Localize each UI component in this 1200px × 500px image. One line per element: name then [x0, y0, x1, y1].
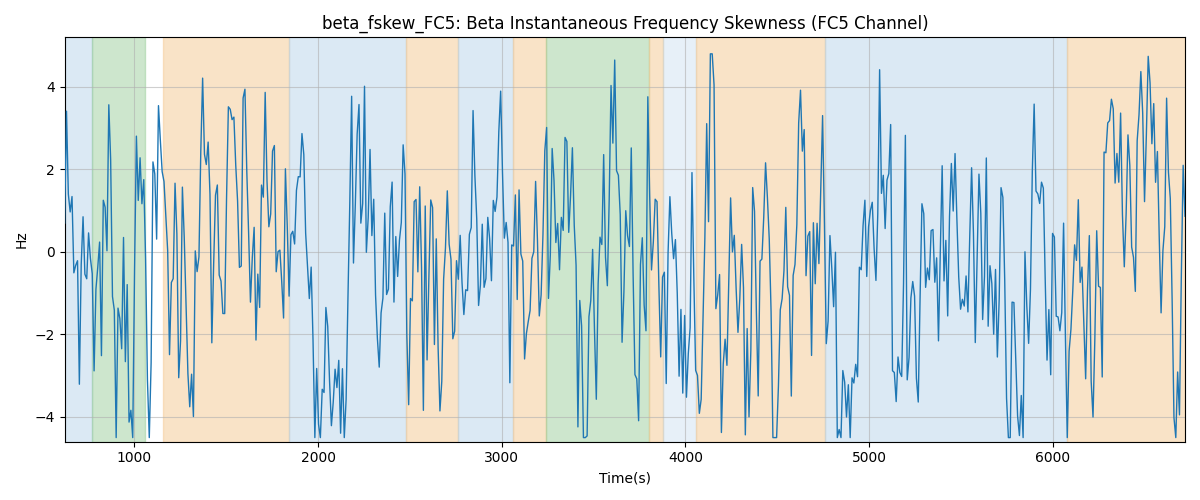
Bar: [696, 38, 826, 442]
Bar: [92, 38, 145, 442]
Bar: [407, 38, 457, 442]
Bar: [65, 38, 92, 442]
Bar: [512, 38, 546, 442]
Bar: [1068, 38, 1186, 442]
Bar: [664, 38, 696, 442]
Bar: [826, 38, 1068, 442]
Bar: [289, 38, 407, 442]
Bar: [649, 38, 664, 442]
Y-axis label: Hz: Hz: [14, 230, 29, 248]
Title: beta_fskew_FC5: Beta Instantaneous Frequency Skewness (FC5 Channel): beta_fskew_FC5: Beta Instantaneous Frequ…: [322, 15, 928, 34]
Bar: [546, 38, 649, 442]
Bar: [163, 38, 289, 442]
Bar: [457, 38, 512, 442]
X-axis label: Time(s): Time(s): [599, 471, 650, 485]
